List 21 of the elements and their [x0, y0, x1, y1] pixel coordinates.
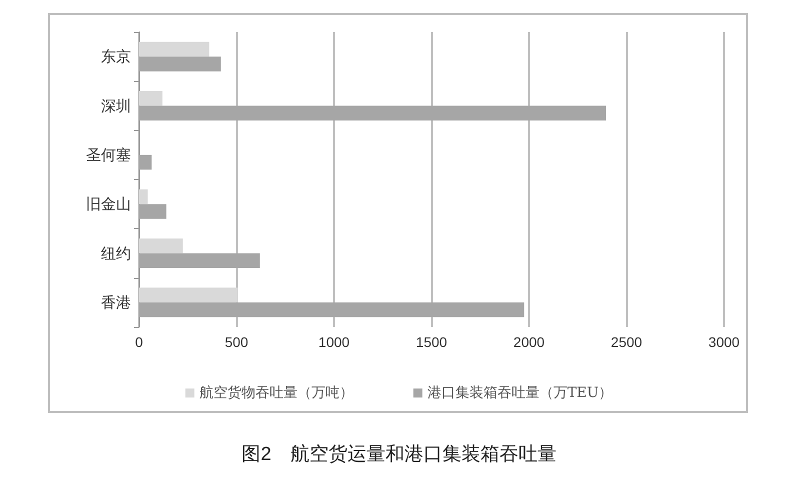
x-tick-label: 1500 [416, 334, 448, 350]
x-tick-label: 500 [224, 334, 248, 350]
x-tick-label: 2500 [610, 334, 642, 350]
bar [139, 91, 162, 106]
bar [139, 238, 183, 254]
y-tick-label: 旧金山 [86, 195, 131, 214]
bar [139, 189, 148, 204]
x-tick-label: 0 [135, 334, 144, 350]
y-tick-label: 香港 [101, 293, 131, 312]
text: 图2 航空货运量和港口集装箱吞吐量 [242, 443, 556, 465]
legend-label: 港口集装箱吞吐量（万TEU） [427, 385, 613, 401]
y-tick-label: 东京 [101, 48, 131, 66]
bar [139, 42, 210, 57]
legend-label: 航空货物吞吐量（万吨） [199, 385, 354, 401]
bar [139, 288, 238, 302]
x-tick-label: 3000 [708, 334, 740, 350]
y-tick-label: 深圳 [101, 96, 131, 115]
x-tick-label: 2000 [513, 334, 545, 350]
x-tick-label: 1000 [318, 334, 350, 350]
y-tick-label: 纽约 [101, 244, 131, 262]
y-tick-label: 圣何塞 [86, 146, 131, 164]
